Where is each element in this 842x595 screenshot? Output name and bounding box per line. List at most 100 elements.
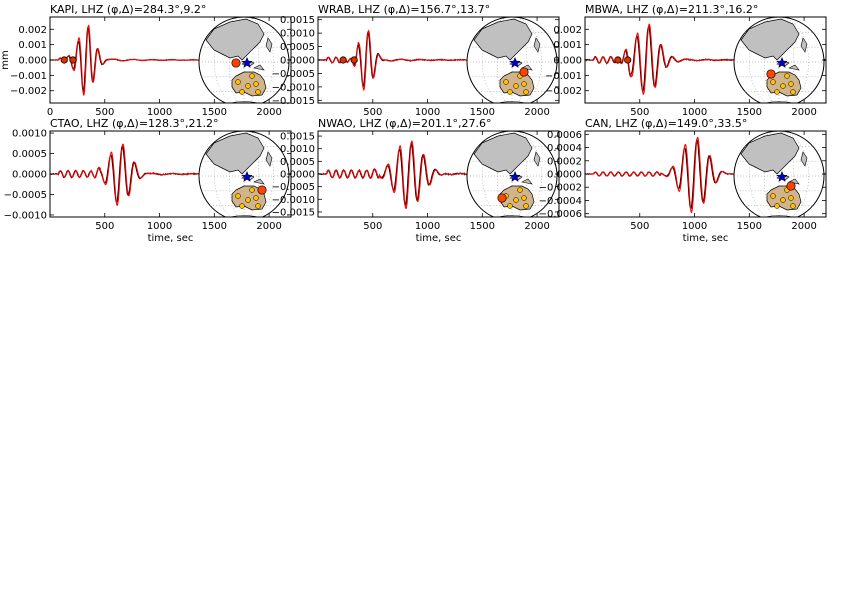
chart-panel-2: MBWA, LHZ (φ,Δ)=211.3°,16.2° 500 1000 1500 2… <box>545 3 827 118</box>
plot-content <box>585 131 826 217</box>
station-dot <box>253 81 259 87</box>
y-tick-label: −0.001 <box>10 71 47 82</box>
graticule-line <box>482 131 542 217</box>
station-dot <box>507 203 513 209</box>
y-tick-label: 0.0006 <box>547 130 582 141</box>
y-tick-label: 0.000 <box>18 56 47 67</box>
station-dot <box>249 73 255 79</box>
y-tick-label: −0.0010 <box>272 195 315 206</box>
event-star-icon <box>241 56 253 68</box>
x-tick-label: 1500 <box>202 107 227 118</box>
island <box>788 64 800 71</box>
chart-title: CTAO, LHZ (φ,Δ)=128.3°,21.2° <box>50 117 219 130</box>
y-axis-label: mm <box>0 50 11 69</box>
x-tick-label: 2000 <box>791 107 816 118</box>
y-tick-label: 0.0000 <box>12 170 47 181</box>
pick-marker <box>339 56 347 64</box>
chart-title: CAN, LHZ (φ,Δ)=149.0°,33.5° <box>585 117 747 130</box>
chart-panel-3: CTAO, LHZ (φ,Δ)=128.3°,21.2° 500 1000 1500 2… <box>4 117 292 244</box>
island <box>253 178 265 185</box>
x-tick-label: 2000 <box>524 107 549 118</box>
station-dot <box>245 83 251 89</box>
chart-title: NWAO, LHZ (φ,Δ)=201.1°,27.6° <box>318 117 491 130</box>
station-dot <box>235 79 241 85</box>
station-marker <box>766 69 776 79</box>
station-dot <box>790 203 796 209</box>
x-axis-label: time, sec <box>416 233 462 244</box>
y-tick-label: 0.001 <box>553 40 582 51</box>
x-tick-label: 1500 <box>737 221 762 232</box>
station-dot <box>788 195 794 201</box>
x-tick-label: 2000 <box>256 221 281 232</box>
y-tick-label: −0.0002 <box>539 183 582 194</box>
y-tick-label: 0.002 <box>18 25 47 36</box>
island <box>800 151 808 167</box>
graticule-line <box>214 17 274 103</box>
y-tick-label: 0.0000 <box>547 170 582 181</box>
x-tick-label: 0 <box>47 107 53 118</box>
station-dot <box>790 89 796 95</box>
y-tick-label: 0.000 <box>553 56 582 67</box>
graticule-line <box>763 17 795 103</box>
y-tick-label: −0.0005 <box>272 182 315 193</box>
x-axis-label: time, sec <box>683 233 729 244</box>
graticule-line <box>482 17 542 103</box>
station-marker <box>231 58 241 68</box>
globe-inset <box>198 131 290 217</box>
station-dot <box>780 83 786 89</box>
graticule-line <box>228 131 260 217</box>
x-tick-label: 1500 <box>470 107 495 118</box>
asia-landmass <box>740 18 800 61</box>
x-tick-label: 500 <box>630 107 649 118</box>
station-dot <box>239 203 245 209</box>
plot-content <box>585 17 826 103</box>
station-dot <box>523 89 529 95</box>
x-tick-label: 1500 <box>202 221 227 232</box>
station-dot <box>507 89 513 95</box>
graticule-line <box>496 17 528 103</box>
station-dot <box>523 203 529 209</box>
station-dot <box>788 81 794 87</box>
y-tick-label: 0.0010 <box>280 29 315 40</box>
y-tick-label: 0.0015 <box>280 15 315 26</box>
y-tick-label: 0.0004 <box>547 143 582 154</box>
x-tick-label: 1500 <box>737 107 762 118</box>
graticule-line <box>749 131 809 217</box>
station-dot <box>253 195 259 201</box>
chart-panel-1: WRAB, LHZ (φ,Δ)=156.7°,13.7° 500 1000 1500 2… <box>272 3 560 118</box>
globe-inset <box>466 131 558 217</box>
pick-marker <box>624 56 632 64</box>
x-tick-label: 1000 <box>682 221 707 232</box>
station-dot <box>780 197 786 203</box>
y-tick-label: 0.001 <box>18 40 47 51</box>
island <box>533 37 541 53</box>
event-star-icon <box>241 170 253 182</box>
x-tick-label: 1500 <box>470 221 495 232</box>
y-tick-label: 0.0015 <box>280 132 315 143</box>
asia-landmass <box>205 132 265 175</box>
pick-marker <box>69 56 77 64</box>
chart-title: KAPI, LHZ (φ,Δ)=284.3°,9.2° <box>50 3 206 16</box>
island <box>533 151 541 167</box>
pick-marker <box>60 56 68 64</box>
station-dot <box>770 79 776 85</box>
asia-landmass <box>740 132 800 175</box>
event-star-icon <box>776 170 788 182</box>
station-dot <box>239 89 245 95</box>
x-tick-label: 500 <box>95 107 114 118</box>
asia-landmass <box>473 18 533 61</box>
event-star-icon <box>509 56 521 68</box>
station-dot <box>235 193 241 199</box>
x-tick-label: 500 <box>363 107 382 118</box>
x-tick-label: 500 <box>95 221 114 232</box>
chart-panel-5: CAN, LHZ (φ,Δ)=149.0°,33.5° 500 1000 1500 20… <box>539 117 827 244</box>
x-tick-label: 1000 <box>682 107 707 118</box>
globe-inset <box>198 17 290 103</box>
y-tick-label: 0.0005 <box>12 149 47 160</box>
x-tick-label: 1000 <box>415 107 440 118</box>
x-axis-label: time, sec <box>148 233 194 244</box>
y-tick-label: 0.0010 <box>280 144 315 155</box>
y-tick-label: −0.002 <box>10 86 47 97</box>
y-tick-label: 0.0002 <box>547 156 582 167</box>
plot-content <box>318 131 559 217</box>
